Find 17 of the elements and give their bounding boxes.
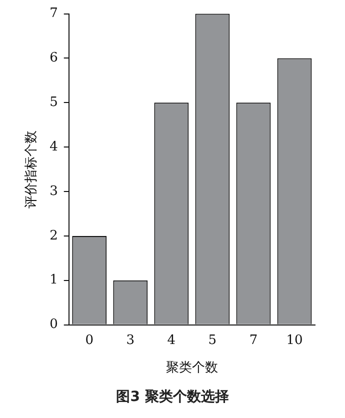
y-tick-label: 2 xyxy=(50,228,58,244)
x-axis-title: 聚类个数 xyxy=(166,360,218,376)
y-tick-label: 0 xyxy=(50,317,58,332)
x-tick-label: 4 xyxy=(167,332,176,348)
y-tick-label: 5 xyxy=(50,95,58,110)
x-tick-label: 10 xyxy=(286,332,303,348)
x-tick-label: 0 xyxy=(85,332,94,348)
x-tick-label: 3 xyxy=(126,332,135,348)
y-tick-label: 4 xyxy=(50,139,58,154)
x-tick-label: 7 xyxy=(249,332,258,348)
y-tick-label: 6 xyxy=(50,50,58,66)
y-tick-label: 3 xyxy=(50,184,58,199)
y-axis-title: 评价指标个数 xyxy=(24,130,40,208)
y-tick-label: 7 xyxy=(50,6,58,22)
x-tick-label: 5 xyxy=(208,332,217,348)
text: 图3 聚类个数选择 xyxy=(115,388,230,406)
y-tick-label: 1 xyxy=(50,272,58,288)
